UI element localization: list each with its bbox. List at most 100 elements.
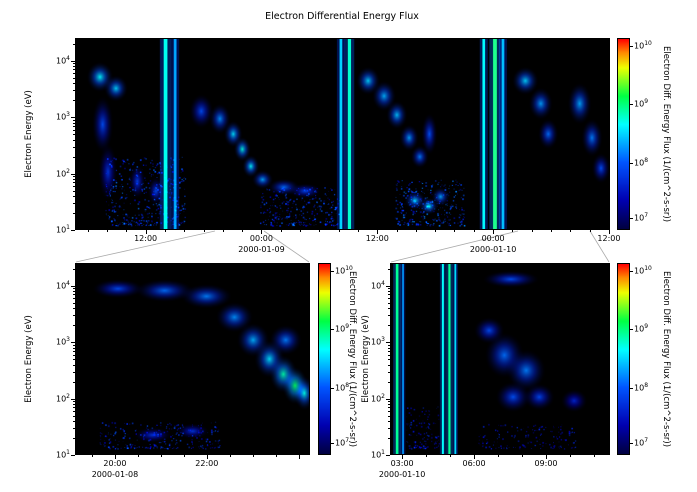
x-minor-tick-br xyxy=(426,455,428,457)
colorbar-tick-label-br: 108 xyxy=(634,381,649,393)
colorbar-label-bottom-right: Electron Diff. Energy Flux (1/(cm^2-s-sr… xyxy=(661,270,671,448)
y-minor-tick-br xyxy=(388,302,390,304)
y-minor-tick-top xyxy=(73,179,75,180)
y-minor-tick-bl xyxy=(73,350,75,352)
x-tick-label-br: 06:00 xyxy=(462,459,486,468)
y-minor-tick-br xyxy=(388,359,390,361)
x-tick-top xyxy=(261,230,263,234)
spectrogram-panel-bottom-left xyxy=(75,263,310,455)
y-tick-br xyxy=(386,455,390,456)
y-minor-tick-br xyxy=(388,298,390,300)
colorbar-tick-bl xyxy=(331,442,334,444)
y-minor-tick-br xyxy=(388,364,390,366)
y-minor-tick-bl xyxy=(73,404,75,405)
x-minor-tick-top xyxy=(87,230,89,232)
x-minor-tick-bl xyxy=(137,455,139,457)
y-tick-br xyxy=(386,285,390,287)
colorbar-tick-top xyxy=(630,217,633,219)
y-tick-label-br: 101 xyxy=(370,448,385,460)
x-tick-bl xyxy=(114,455,116,459)
x-minor-tick-br xyxy=(450,455,452,457)
colorbar-tick-top xyxy=(630,162,633,164)
y-minor-tick-bl xyxy=(73,401,75,403)
y-minor-tick-top xyxy=(73,69,75,71)
x-date-label-br: 2000-01-10 xyxy=(378,470,426,479)
x-tick-label-top: 12:00 xyxy=(134,234,158,243)
colorbar-bottom-left xyxy=(318,263,331,455)
y-tick-top xyxy=(71,117,75,119)
y-minor-tick-top xyxy=(73,146,75,148)
x-tick-top xyxy=(493,230,495,234)
colorbar-tick-bl xyxy=(331,329,334,331)
x-minor-tick-br xyxy=(498,455,500,457)
y-minor-tick-bl xyxy=(73,291,75,293)
x-tick-label-top: 00:00 xyxy=(481,234,505,243)
y-minor-tick-br xyxy=(388,354,390,356)
y-minor-tick-br xyxy=(388,415,390,417)
x-tick-label-br: 03:00 xyxy=(390,459,414,468)
x-minor-tick-bl xyxy=(160,455,162,457)
y-minor-tick-bl xyxy=(73,294,75,296)
x-tick-br xyxy=(402,455,404,459)
y-minor-tick-br xyxy=(388,428,390,430)
y-minor-tick-br xyxy=(388,308,390,310)
x-minor-tick-br xyxy=(569,455,571,457)
y-minor-tick-top xyxy=(73,63,75,65)
x-minor-tick-top xyxy=(319,230,321,232)
y-minor-tick-bl xyxy=(73,298,75,300)
x-minor-tick-top xyxy=(164,230,166,232)
y-minor-tick-top xyxy=(73,139,75,141)
x-minor-tick-top xyxy=(589,230,591,232)
x-minor-tick-bl xyxy=(229,455,231,457)
y-tick-top xyxy=(71,60,75,62)
y-minor-tick-bl xyxy=(73,371,75,373)
y-minor-tick-bl xyxy=(73,407,75,409)
y-minor-tick-top xyxy=(73,176,75,178)
y-minor-tick-bl xyxy=(73,428,75,430)
y-minor-tick-top xyxy=(73,119,75,121)
y-minor-tick-bl xyxy=(73,344,75,346)
y-minor-tick-top xyxy=(73,90,75,92)
colorbar-label-top: Electron Diff. Energy Flux (1/(cm^2-s-sr… xyxy=(661,45,671,223)
y-minor-tick-bl xyxy=(73,411,75,413)
x-minor-tick-top xyxy=(280,230,282,232)
spectrogram-panel-bottom-right xyxy=(390,263,610,455)
x-date-label-bl: 2000-01-08 xyxy=(91,470,139,479)
colorbar-gradient-br xyxy=(618,264,629,454)
colorbar-tick-label-bl: 108 xyxy=(335,381,350,393)
x-minor-tick-bl xyxy=(91,455,93,457)
y-tick-bl xyxy=(71,342,75,344)
x-minor-tick-bl xyxy=(252,455,254,457)
y-minor-tick-top xyxy=(73,77,75,79)
x-tick-label-bl: 22:00 xyxy=(195,459,219,468)
x-date-label-top: 2000-01-10 xyxy=(469,245,517,254)
x-tick-br xyxy=(474,455,476,459)
y-minor-tick-bl xyxy=(73,438,75,439)
x-minor-tick-top xyxy=(396,230,398,232)
colorbar-tick-br xyxy=(630,270,633,272)
y-tick-label-top: 104 xyxy=(55,54,70,66)
x-minor-tick-top xyxy=(473,230,475,232)
colorbar-tick-top xyxy=(630,45,633,47)
y-minor-tick-br xyxy=(388,438,390,439)
y-tick-label-bl: 102 xyxy=(55,392,70,403)
y-tick-br xyxy=(386,342,390,344)
y-tick-bl xyxy=(71,398,75,400)
y-minor-tick-br xyxy=(388,291,390,293)
colorbar-top xyxy=(617,38,630,230)
y-tick-br xyxy=(386,398,390,400)
x-minor-tick-top xyxy=(203,230,205,232)
y-minor-tick-bl xyxy=(73,325,75,327)
x-tick-label-top: 12:00 xyxy=(365,234,389,243)
y-tick-label-br: 102 xyxy=(370,392,385,403)
colorbar-tick-br xyxy=(630,329,633,331)
y-minor-tick-bl xyxy=(73,308,75,310)
colorbar-tick-label-top: 109 xyxy=(634,98,649,109)
spectrogram-canvas-br xyxy=(391,264,609,454)
y-tick-bl xyxy=(71,455,75,456)
y-minor-tick-br xyxy=(388,381,390,383)
x-tick-label-top: 00:00 xyxy=(249,234,273,243)
y-minor-tick-br xyxy=(388,294,390,296)
x-tick-label-top: 12:00 xyxy=(597,234,621,243)
